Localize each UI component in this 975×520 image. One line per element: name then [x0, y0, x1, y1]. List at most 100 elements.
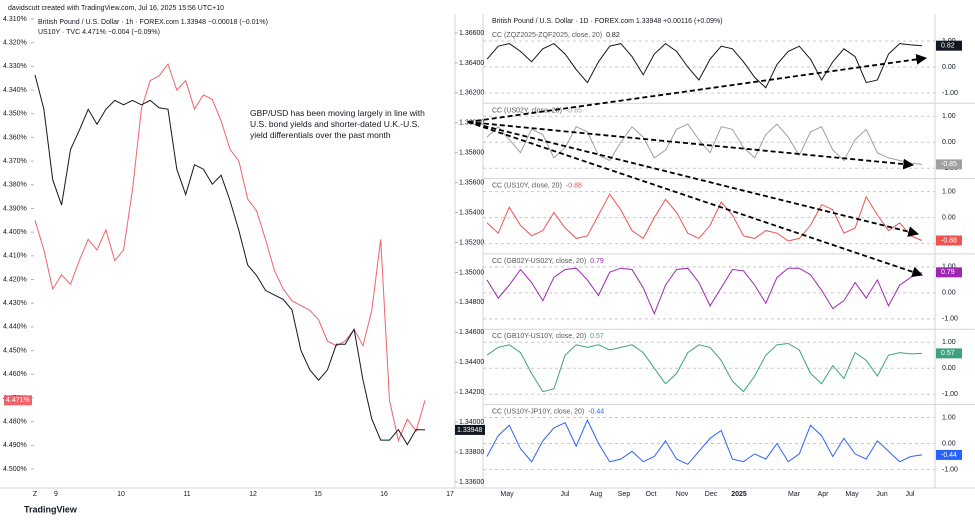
annotation: GBP/USD has been moving largely in line …	[250, 108, 435, 141]
pane-title: CC (ZQZ2025-ZQF2025, close, 20) 0.82	[492, 32, 620, 39]
last-value: -0.85	[941, 161, 957, 168]
x-tick-label: 17	[446, 491, 454, 498]
x-tick-label: Apr	[818, 491, 830, 498]
last-value-pill	[936, 40, 962, 51]
y-tick-label: 0.00	[942, 290, 956, 297]
y2-tick-label: 1.35200	[459, 239, 484, 246]
last-value: -0.44	[941, 452, 957, 459]
arrow	[467, 53, 928, 123]
annotation-box: GBP/USD has been moving largely in line …	[250, 108, 435, 141]
x-tick-label: 10	[117, 491, 125, 498]
x-tick-label: Sep	[618, 491, 631, 498]
y-tick-label: -1.00	[942, 90, 958, 97]
y-tick-label: -1.00	[942, 316, 958, 323]
y-tick-label: 4.430%	[3, 300, 27, 307]
last-value-pill	[936, 235, 962, 246]
y-tick-label: 1.00	[942, 414, 956, 421]
y2-tick-label: 1.35800	[459, 150, 484, 157]
last-value-pill	[4, 395, 32, 406]
pane-title: CC (US10Y, close, 20) -0.88	[492, 182, 582, 189]
series-line	[486, 342, 923, 393]
x-tick-label: Dec	[705, 491, 718, 498]
last-value: 1.33948	[457, 427, 482, 434]
y-tick-label: 4.390%	[3, 205, 27, 212]
pane-title: CC (US02Y, close, 20) -0.85	[492, 107, 582, 114]
y-tick-label: 1.00	[942, 339, 956, 346]
x-tick-label: 15	[314, 491, 322, 498]
x-tick-label: 9	[54, 491, 58, 498]
pane-title-value: 0.57	[590, 333, 604, 340]
y-tick-label: -1.00	[942, 391, 958, 398]
last-value: 0.82	[941, 43, 955, 50]
y-tick-label: 4.320%	[3, 40, 27, 47]
last-value-pill	[936, 348, 962, 359]
x-tick-label: 12	[249, 491, 257, 498]
y-tick-label: 4.360%	[3, 134, 27, 141]
y2-tick-label: 1.36200	[459, 90, 484, 97]
y-tick-label: 0.00	[942, 214, 956, 221]
y-tick-label: 4.500%	[3, 466, 27, 473]
y2-tick-label: 1.35400	[459, 209, 484, 216]
x-tick-label: May	[500, 491, 514, 498]
x-tick-label: 11	[183, 491, 190, 498]
y2-tick-label: 1.34200	[459, 389, 484, 396]
y-tick-label: 4.410%	[3, 253, 27, 260]
y2-tick-label: 1.33600	[459, 479, 484, 486]
y-tick-label: 4.310%	[3, 16, 27, 23]
y-tick-label: 0.00	[942, 365, 956, 372]
pane-title: CC (US10Y-JP10Y, close, 20) -0.44	[492, 408, 604, 415]
y-tick-label: 4.420%	[3, 276, 27, 283]
pane-title-text: CC (GB10Y-US10Y, close, 20)	[492, 333, 586, 340]
last-value-pill	[455, 424, 485, 435]
series-line	[34, 62, 426, 443]
y2-tick-label: 1.35600	[459, 180, 484, 187]
pane-title-text: CC (US10Y-JP10Y, close, 20)	[492, 408, 584, 415]
y-tick-label: -1.00	[942, 466, 958, 473]
pane-title-text: CC (ZQZ2025-ZQF2025, close, 20)	[492, 32, 602, 39]
pane-title-text: CC (GB02Y-US02Y, close, 20)	[492, 258, 586, 265]
y-tick-label: 4.440%	[3, 324, 27, 331]
y-tick-label: 4.350%	[3, 111, 27, 118]
pane-title-value: -0.88	[566, 182, 582, 189]
y-tick-label: 0.00	[942, 139, 956, 146]
y-tick-label: 4.460%	[3, 371, 27, 378]
y-tick-label: 4.480%	[3, 418, 27, 425]
y-tick-label: 4.380%	[3, 182, 27, 189]
y2-tick-label: 1.36600	[459, 30, 484, 37]
y2-tick-label: 1.35000	[459, 269, 484, 276]
pane-title-value: -0.44	[588, 408, 604, 415]
last-value: 0.79	[941, 269, 955, 276]
pane-title-text: CC (US02Y, close, 20)	[492, 107, 562, 114]
y-tick-label: 4.450%	[3, 347, 27, 354]
series-line	[486, 267, 923, 316]
y2-tick-label: 1.34400	[459, 359, 484, 366]
x-tick-label: Jun	[876, 491, 887, 498]
x-tick-label: Jul	[561, 491, 570, 498]
pane-title: CC (GB10Y-US10Y, close, 20) 0.57	[492, 333, 604, 340]
y-tick-label: 4.370%	[3, 158, 27, 165]
y2-tick-label: 1.36400	[459, 60, 484, 67]
y2-tick-label: 1.34800	[459, 299, 484, 306]
footer-logo: TradingView	[24, 504, 78, 514]
y-tick-label: 0.00	[942, 64, 956, 71]
series-line	[486, 42, 923, 89]
last-value-pill	[936, 159, 962, 170]
y2-tick-label: 1.34000	[459, 419, 484, 426]
y-tick-label: 1.00	[942, 188, 956, 195]
pane-title-text: CC (US10Y, close, 20)	[492, 182, 562, 189]
credit: davidscutt created with TradingView.com,…	[8, 5, 224, 12]
arrow	[467, 121, 920, 237]
arrows	[467, 53, 928, 278]
y-tick-label: 1.00	[942, 113, 956, 120]
symbol-header: British Pound / U.S. Dollar · 1h · FOREX…	[38, 19, 268, 26]
pane-title-value: 0.79	[590, 258, 604, 265]
symbol-header: British Pound / U.S. Dollar · 1D · FOREX…	[492, 18, 723, 25]
x-tick-label: Aug	[590, 491, 603, 498]
y-tick-label: 4.330%	[3, 63, 27, 70]
arrow	[467, 121, 915, 170]
x-tick-label: May	[845, 491, 859, 498]
x-tick-label: Mar	[788, 491, 801, 498]
x-tick-label: 2025	[731, 491, 747, 498]
